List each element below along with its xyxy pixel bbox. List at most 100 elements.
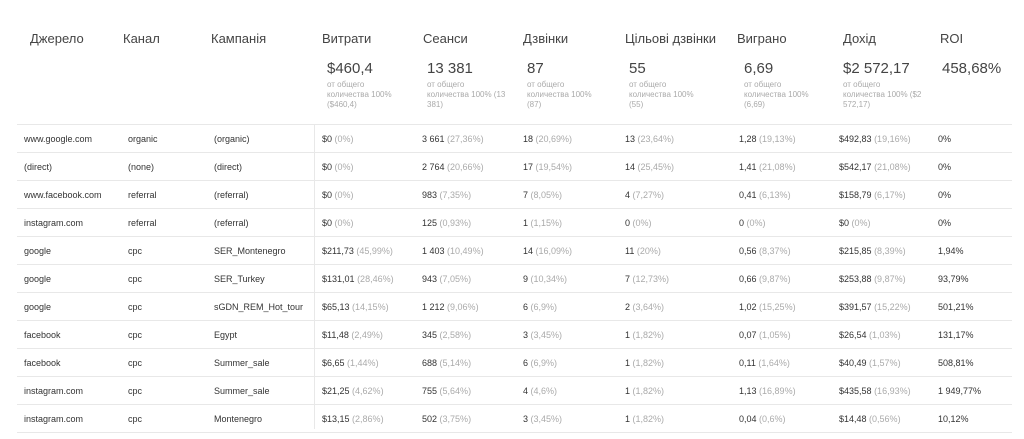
table-row[interactable]: google cpc sGDN_REM_Hot_tour $65,13 (14,15%… bbox=[17, 292, 1012, 320]
cell-value: (direct) bbox=[214, 162, 243, 172]
header-revenue[interactable]: Дохід bbox=[843, 31, 877, 46]
cell-source: facebook bbox=[24, 358, 61, 368]
cell-value: Summer_sale bbox=[214, 386, 270, 396]
cell-value: referral bbox=[128, 190, 157, 200]
cell-value: SER_Turkey bbox=[214, 274, 265, 284]
cell-value: 18 bbox=[523, 134, 534, 144]
cell-won: 0 (0%) bbox=[739, 218, 766, 228]
column-divider bbox=[314, 124, 315, 429]
cell-percentage: (3,64%) bbox=[632, 302, 665, 312]
cell-value: 14 bbox=[625, 162, 636, 172]
cell-channel: cpc bbox=[128, 274, 142, 284]
cell-percentage: (1,82%) bbox=[632, 414, 665, 424]
cell-source: facebook bbox=[24, 330, 61, 340]
cell-value: $253,88 bbox=[839, 274, 872, 284]
table-row[interactable]: (direct) (none) (direct) $0 (0%) 2 764 (20,6… bbox=[17, 152, 1012, 180]
total-roi: 458,68% bbox=[942, 60, 1022, 80]
cell-campaign: SER_Montenegro bbox=[214, 246, 286, 256]
cell-value: $211,73 bbox=[322, 246, 354, 256]
cell-value: $6,65 bbox=[322, 358, 345, 368]
cell-revenue: $14,48 (0,56%) bbox=[839, 414, 901, 424]
header-channel[interactable]: Канал bbox=[123, 31, 160, 46]
cell-campaign: (referral) bbox=[214, 218, 249, 228]
header-calls[interactable]: Дзвінки bbox=[523, 31, 569, 46]
total-value: $2 572,17 bbox=[843, 60, 910, 77]
cell-value: $215,85 bbox=[839, 246, 872, 256]
cell-value: 1,41 bbox=[739, 162, 757, 172]
cell-value: instagram.com bbox=[24, 218, 84, 228]
total-value: 458,68% bbox=[942, 60, 1002, 77]
cell-revenue: $391,57 (15,22%) bbox=[839, 302, 911, 312]
cell-sessions: 345 (2,58%) bbox=[422, 330, 471, 340]
cell-percentage: (1,82%) bbox=[632, 358, 665, 368]
total-won: 6,69 от общего количества 100% (6,69) bbox=[744, 60, 824, 110]
cell-spend: $0 (0%) bbox=[322, 134, 354, 144]
header-source[interactable]: Джерело bbox=[30, 31, 84, 46]
cell-percentage: (45,99%) bbox=[356, 246, 393, 256]
cell-value: google bbox=[24, 302, 52, 312]
cell-percentage: (16,93%) bbox=[874, 386, 911, 396]
cell-sessions: 688 (5,14%) bbox=[422, 358, 471, 368]
cell-value: cpc bbox=[128, 386, 143, 396]
table-row[interactable]: instagram.com cpc Summer_sale $21,25 (4,62%… bbox=[17, 376, 1012, 404]
cell-value: 7 bbox=[625, 274, 631, 284]
cell-source: instagram.com bbox=[24, 386, 83, 396]
header-campaign[interactable]: Кампанія bbox=[211, 31, 267, 46]
total-value: 55 bbox=[629, 60, 646, 77]
cell-percentage: (1,82%) bbox=[632, 386, 665, 396]
total-value: 87 bbox=[527, 60, 544, 77]
cell-value: SER_Montenegro bbox=[214, 246, 286, 256]
cell-roi: 10,12% bbox=[938, 414, 969, 424]
cell-campaign: (referral) bbox=[214, 190, 249, 200]
cell-revenue: $0 (0%) bbox=[839, 218, 871, 228]
table-row[interactable]: facebook cpc Egypt $11,48 (2,49%) 345 (2,58%… bbox=[17, 320, 1012, 348]
header-won[interactable]: Виграно bbox=[737, 31, 787, 46]
cell-revenue: $158,79 (6,17%) bbox=[839, 190, 906, 200]
table-row[interactable]: google cpc SER_Montenegro $211,73 (45,99%) 1… bbox=[17, 236, 1012, 264]
table-body: www.google.com organic (organic) $0 (0%) 3 6… bbox=[17, 124, 1012, 433]
cell-value: cpc bbox=[128, 274, 143, 284]
cell-percentage: (2,58%) bbox=[439, 330, 472, 340]
cell-won: 1,41 (21,08%) bbox=[739, 162, 796, 172]
cell-target-calls: 1 (1,82%) bbox=[625, 414, 664, 424]
total-value: 6,69 bbox=[744, 60, 774, 77]
cell-value: 1,02 bbox=[739, 302, 757, 312]
cell-value: www.google.com bbox=[24, 134, 93, 144]
cell-sessions: 1 212 (9,06%) bbox=[422, 302, 479, 312]
cell-roi: 0% bbox=[938, 162, 951, 172]
cell-revenue: $215,85 (8,39%) bbox=[839, 246, 906, 256]
cell-value: 2 764 bbox=[422, 162, 445, 172]
cell-calls: 1 (1,15%) bbox=[523, 218, 562, 228]
cell-value: cpc bbox=[128, 358, 143, 368]
cell-percentage: (20%) bbox=[636, 246, 661, 256]
table-row[interactable]: instagram.com cpc Montenegro $13,15 (2,86%)… bbox=[17, 404, 1012, 433]
cell-roi: 1 949,77% bbox=[938, 386, 981, 396]
cell-value: $0 bbox=[322, 134, 333, 144]
cell-value: 0,56 bbox=[739, 246, 757, 256]
cell-percentage: (0,93%) bbox=[439, 218, 472, 228]
cell-percentage: (2,49%) bbox=[351, 330, 383, 340]
table-row[interactable]: google cpc SER_Turkey $131,01 (28,46%) 943 (… bbox=[17, 264, 1012, 292]
cell-channel: organic bbox=[128, 134, 158, 144]
header-target-calls[interactable]: Цільові дзвінки bbox=[625, 31, 716, 46]
table-row[interactable]: www.facebook.com referral (referral) $0 (0%… bbox=[17, 180, 1012, 208]
header-sessions[interactable]: Сеанси bbox=[423, 31, 468, 46]
cell-value: 0% bbox=[938, 190, 952, 200]
cell-target-calls: 0 (0%) bbox=[625, 218, 652, 228]
header-spend[interactable]: Витрати bbox=[322, 31, 372, 46]
total-sessions: 13 381 от общего количества 100% (13 381… bbox=[427, 60, 507, 110]
cell-channel: referral bbox=[128, 190, 157, 200]
table-row[interactable]: instagram.com referral (referral) $0 (0%) 12… bbox=[17, 208, 1012, 236]
cell-roi: 0% bbox=[938, 190, 951, 200]
cell-value: 755 bbox=[422, 386, 438, 396]
table-row[interactable]: www.google.com organic (organic) $0 (0%) 3 6… bbox=[17, 124, 1012, 152]
cell-won: 0,07 (1,05%) bbox=[739, 330, 791, 340]
cell-value: $21,25 bbox=[322, 386, 350, 396]
table-row[interactable]: facebook cpc Summer_sale $6,65 (1,44%) 688 (… bbox=[17, 348, 1012, 376]
cell-value: 0 bbox=[625, 218, 631, 228]
cell-target-calls: 2 (3,64%) bbox=[625, 302, 664, 312]
cell-calls: 6 (6,9%) bbox=[523, 358, 557, 368]
cell-percentage: (0,6%) bbox=[759, 414, 786, 424]
header-roi[interactable]: ROI bbox=[940, 31, 964, 46]
cell-value: 131,17% bbox=[938, 330, 974, 340]
